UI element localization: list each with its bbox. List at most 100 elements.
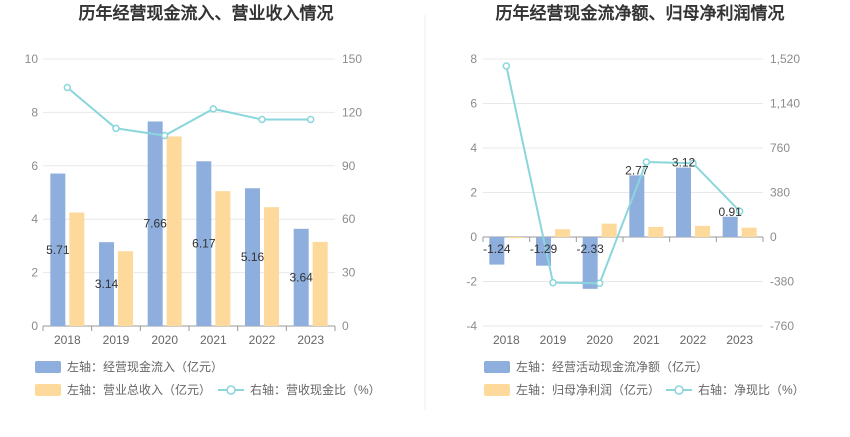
chart1-line-point [160, 131, 169, 140]
chart1-x-tick-label: 2021 [200, 333, 227, 347]
chart1-legend: 左轴：经营现金流入（亿元） 左轴：营业总收入（亿元） 右轴：营收现金比（%） [35, 359, 381, 397]
chart2-left-tick-label: 4 [470, 141, 477, 155]
chart1-data-label: 5.16 [241, 250, 265, 264]
chart1-title: 历年经营现金流入、营业收入情况 [79, 3, 334, 23]
chart1-left-tick-label: 6 [31, 159, 38, 173]
chart1-x-tick-label: 2022 [249, 333, 276, 347]
chart1-data-label: 7.66 [143, 217, 167, 231]
chart1-bar-s2 [312, 241, 328, 326]
chart1-left-tick-label: 8 [31, 105, 38, 119]
chart2-legend-label-s2: 左轴：归母净利润（亿元） [516, 382, 660, 397]
chart1-data-label: 3.64 [289, 270, 313, 284]
chart2-right-tick-label: 760 [770, 141, 790, 155]
chart1-bar-s1 [147, 121, 163, 326]
chart2-right-tick-label: 1,520 [770, 52, 800, 66]
chart1-right-tick-label: 30 [342, 266, 356, 280]
chart1-right-tick-label: 150 [342, 52, 362, 66]
chart1-legend-label-s2: 左轴：营业总收入（亿元） [67, 382, 211, 397]
chart2-legend: 左轴：经营活动现金流净额（亿元） 左轴：归母净利润（亿元） 右轴：净现比（%） [484, 359, 805, 397]
chart2-bar-s1 [489, 237, 505, 265]
chart2-bar-s1 [676, 167, 691, 237]
chart1-bar-s2 [118, 251, 133, 326]
chart2-legend-label-s3: 右轴：净现比（%） [698, 382, 805, 397]
chart2-line-point [642, 158, 651, 166]
chart2-legend-swatch-s3-marker [674, 385, 684, 395]
chart2-bar-s1 [629, 175, 645, 237]
chart1-right-tick-label: 120 [342, 105, 362, 119]
chart2-bar-s2 [648, 226, 664, 237]
chart2-right-tick-label: 0 [770, 230, 777, 244]
chart2-bar-s1 [582, 237, 598, 289]
chart2-right-tick-label: 1,140 [770, 97, 800, 111]
chart1-data-label: 5.71 [46, 243, 70, 257]
chart1-x-tick-label: 2019 [103, 333, 130, 347]
chart2-line-point [549, 278, 557, 287]
chart1-left-tick-label: 4 [31, 212, 38, 226]
chart2-x-tick-label: 2018 [493, 333, 520, 347]
chart2-line-point [735, 207, 744, 215]
chart2-left-tick-label: -2 [466, 275, 477, 289]
chart2-bar-s2 [741, 227, 757, 237]
chart2-title: 历年经营现金流净额、归母净利润情况 [496, 3, 785, 23]
chart2-line-point [502, 62, 511, 70]
chart1-bar-s1 [196, 161, 212, 326]
chart1-left-tick-label: 10 [25, 52, 39, 66]
chart1-bar-s1 [293, 228, 309, 326]
chart2-bar-s2 [508, 237, 524, 239]
chart2-left-tick-label: 8 [470, 52, 477, 66]
chart2-x-tick-label: 2020 [586, 333, 613, 347]
chart1-legend-swatch-s2 [35, 384, 61, 396]
chart2-data-label: -1.29 [530, 242, 558, 256]
chart2-legend-label-s1: 左轴：经营活动现金流净额（亿元） [516, 359, 708, 374]
chart2-left-tick-label: 2 [470, 186, 477, 200]
chart2-data-label: 3.12 [672, 156, 696, 170]
chart1-right-tick-label: 90 [342, 159, 356, 173]
chart2-bar-s2 [555, 229, 570, 237]
chart1-x-tick-label: 2023 [297, 333, 324, 347]
chart1-bar-s2 [215, 191, 231, 326]
chart2-data-label: -2.33 [576, 242, 604, 256]
chart1-line-point [63, 83, 72, 92]
chart2-left-tick-label: 0 [470, 230, 477, 244]
chart1-legend-label-s3: 右轴：营收现金比（%） [250, 382, 381, 397]
chart2-left-tick-label: -4 [466, 319, 477, 333]
chart2-right-tick-label: -380 [770, 275, 794, 289]
chart2-x-tick-label: 2019 [540, 333, 567, 347]
chart1-right-tick-label: 0 [342, 319, 349, 333]
chart1-left-tick-label: 0 [31, 319, 38, 333]
chart-2: 历年经营现金流净额、归母净利润情况 -4 -760 -2 -380 0 0 2 380 4 760 6… [466, 3, 804, 397]
chart1-left-tick-label: 2 [31, 266, 38, 280]
chart2-bar-s1 [722, 216, 738, 237]
chart2-data-label: 0.91 [718, 205, 742, 219]
chart1-bar-s1 [99, 242, 114, 326]
chart2-line-point [689, 159, 697, 167]
chart1-data-label: 6.17 [192, 237, 216, 251]
chart1-bar-s2 [166, 136, 182, 326]
chart1-bar-s1 [50, 173, 66, 326]
chart1-legend-swatch-s1 [35, 361, 61, 373]
chart1-bar-s1 [245, 188, 260, 326]
chart2-bar-s2 [601, 223, 617, 237]
chart1-line-point [209, 105, 218, 113]
chart1-legend-label-s1: 左轴：经营现金流入（亿元） [67, 359, 223, 374]
chart1-right-tick-label: 60 [342, 212, 356, 226]
chart1-line-point [306, 115, 315, 124]
chart2-bar-s2 [695, 225, 710, 237]
chart1-line-point [112, 124, 120, 133]
chart2-right-tick-label: -760 [770, 319, 794, 333]
chart1-line-point [258, 115, 266, 124]
chart2-line-series [505, 65, 741, 285]
chart1-legend-swatch-s3-marker [226, 385, 236, 395]
chart2-left-tick-label: 6 [470, 97, 477, 111]
chart2-legend-swatch-s1 [484, 361, 510, 373]
chart1-line-series [66, 86, 311, 137]
chart2-legend-swatch-s2 [484, 384, 510, 396]
chart1-x-tick-label: 2020 [151, 333, 178, 347]
chart2-x-tick-label: 2022 [680, 333, 707, 347]
chart2-right-tick-label: 380 [770, 186, 790, 200]
chart1-data-label: 3.14 [95, 277, 119, 291]
chart-1: 历年经营现金流入、营业收入情况 0 0 2 30 4 60 6 90 8 120 10 150 2018 2… [25, 3, 381, 397]
chart1-x-tick-label: 2018 [54, 333, 81, 347]
chart2-data-label: -1.24 [483, 242, 511, 256]
